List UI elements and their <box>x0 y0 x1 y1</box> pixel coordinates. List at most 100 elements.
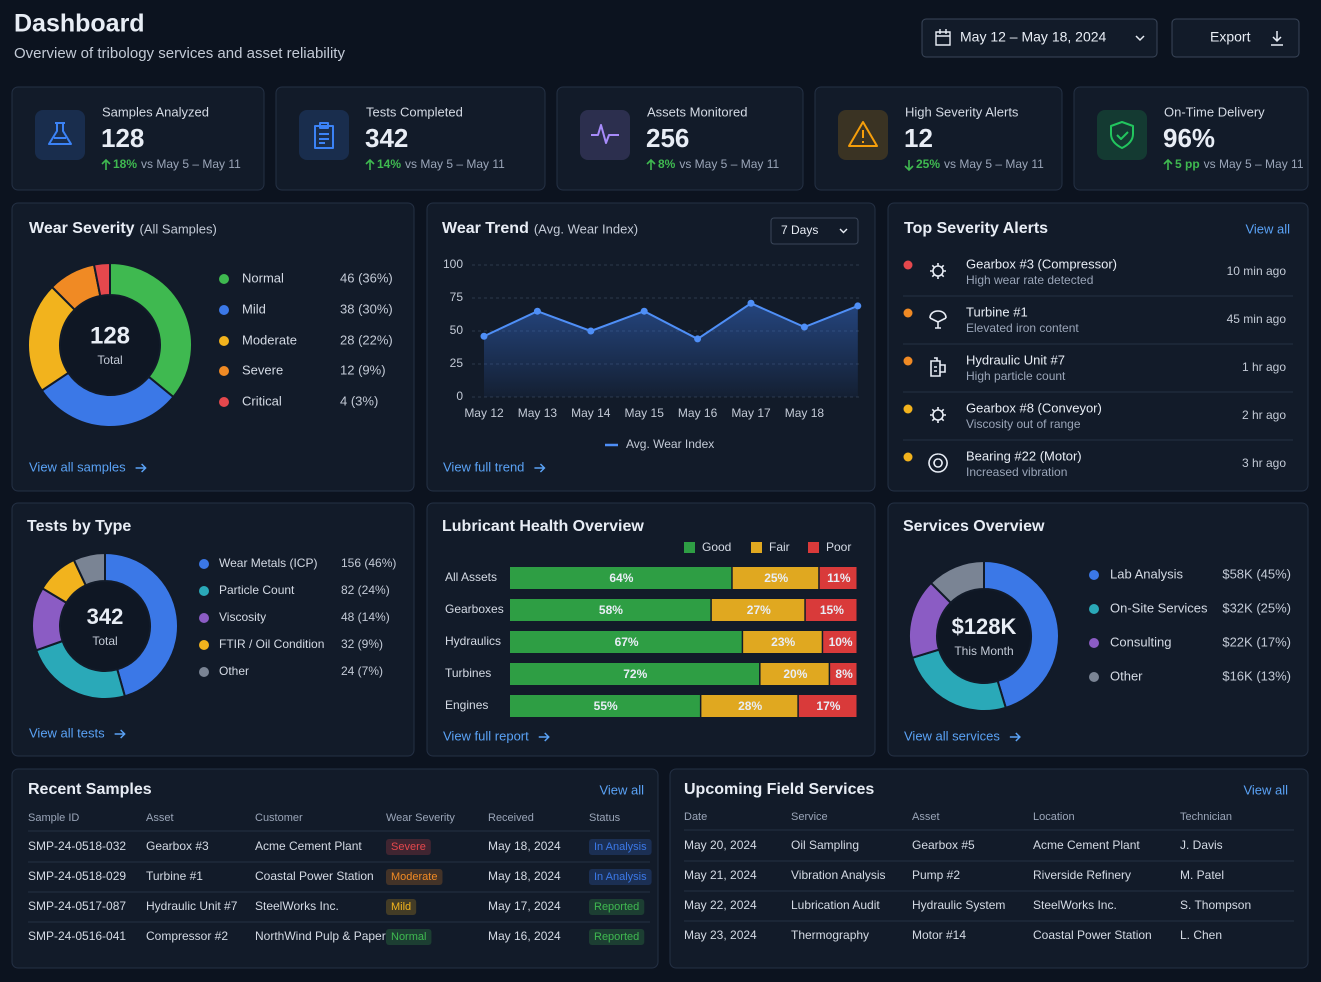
column-header: Asset <box>146 812 174 824</box>
link[interactable]: View full trend <box>443 459 524 474</box>
legend-marker <box>219 336 229 346</box>
legend-label: Viscosity <box>219 610 266 624</box>
link[interactable]: View all services <box>904 728 1000 743</box>
donut-segment <box>983 559 1060 710</box>
status-badge <box>386 869 443 885</box>
donut-total: 128 <box>90 322 130 349</box>
card-title: Tests by Type <box>27 518 131 535</box>
card <box>11 86 265 191</box>
legend-label: Severe <box>242 362 283 377</box>
table-cell: Riverside Refinery <box>1033 868 1131 882</box>
status-badge-text: Severe <box>391 841 426 853</box>
bar-label: 17% <box>816 699 840 713</box>
date-range[interactable]: May 12 – May 18, 2024 <box>960 29 1107 45</box>
legend-marker <box>199 586 209 596</box>
donut-total: $128K <box>952 614 1017 639</box>
link[interactable]: View all <box>1243 782 1288 797</box>
bar-segment <box>510 631 742 653</box>
kpi-icon-box <box>35 110 85 160</box>
category-label: Gearboxes <box>445 602 504 616</box>
bar-label: 20% <box>783 667 807 681</box>
table-cell: M. Patel <box>1180 868 1224 882</box>
table-cell: SteelWorks Inc. <box>1033 898 1117 912</box>
kpi-change: 18% <box>113 157 137 171</box>
kpi-icon <box>314 122 334 149</box>
table-cell: Acme Cement Plant <box>1033 838 1140 852</box>
card-title: Lubricant Health Overview <box>442 518 644 535</box>
status-badge-text: Normal <box>391 931 426 943</box>
link[interactable]: View all <box>1245 221 1290 236</box>
link-arrow[interactable] <box>114 729 126 739</box>
table-cell: Gearbox #3 <box>146 839 209 853</box>
bar-label: 72% <box>623 667 647 681</box>
table-cell: May 22, 2024 <box>684 898 757 912</box>
range-dropdown-label[interactable]: 7 Days <box>781 223 818 237</box>
legend-marker <box>199 640 209 650</box>
alert-time: 10 min ago <box>1227 264 1287 278</box>
donut-hole <box>61 296 159 394</box>
donut-segment <box>109 261 193 399</box>
status-badge <box>386 899 417 915</box>
link[interactable]: View all tests <box>29 725 105 740</box>
card-subtitle: (Avg. Wear Index) <box>534 221 638 236</box>
severity-dot <box>903 356 913 366</box>
legend-label: FTIR / Oil Condition <box>219 637 324 651</box>
bar-segment <box>819 567 857 589</box>
date-range-picker[interactable] <box>921 18 1158 58</box>
legend-marker <box>751 542 762 553</box>
card-title: Wear Severity <box>29 220 135 237</box>
point <box>800 323 808 331</box>
point <box>587 327 595 335</box>
donut-total-label: This Month <box>954 644 1013 658</box>
donut-segment <box>104 551 179 698</box>
link[interactable]: View all samples <box>29 459 126 474</box>
link-arrow[interactable] <box>135 463 147 473</box>
status-badge <box>386 839 431 855</box>
link-arrow[interactable] <box>534 463 546 473</box>
range-dropdown[interactable] <box>770 217 859 245</box>
alert-name: Bearing #22 (Motor) <box>966 448 1082 463</box>
x-tick-label: May 14 <box>571 406 611 420</box>
status-badge <box>589 899 645 915</box>
alert-name: Turbine #1 <box>966 304 1028 319</box>
kpi-comparison: vs May 5 – May 11 <box>1204 157 1304 171</box>
bar-segment <box>510 695 700 717</box>
legend-value: 82 (24%) <box>341 583 390 597</box>
bar-segment <box>510 567 732 589</box>
donut-hole <box>938 590 1030 682</box>
link-arrow[interactable] <box>1009 732 1021 742</box>
table-cell: Coastal Power Station <box>1033 928 1152 942</box>
category-label: All Assets <box>445 570 497 584</box>
table-cell: Oil Sampling <box>791 838 859 852</box>
link[interactable]: View all <box>599 782 644 797</box>
alert-name: Gearbox #3 (Compressor) <box>966 256 1117 271</box>
status-badge <box>386 929 432 945</box>
x-tick-label: May 16 <box>678 406 718 420</box>
y-tick-label: 75 <box>450 290 464 304</box>
table-cell: May 17, 2024 <box>488 899 561 913</box>
card <box>887 202 1309 492</box>
legend-label: Other <box>1110 668 1143 683</box>
severity-dot <box>903 404 913 414</box>
link[interactable]: View full report <box>443 728 529 743</box>
legend-marker <box>1089 638 1099 648</box>
legend-label: Good <box>702 540 731 554</box>
legend-marker <box>1089 604 1099 614</box>
card <box>1073 86 1309 191</box>
kpi-icon <box>848 121 878 147</box>
export-label[interactable]: Export <box>1210 29 1251 45</box>
table-cell: J. Davis <box>1180 838 1223 852</box>
legend-marker <box>219 366 229 376</box>
alert-detail: Increased vibration <box>966 465 1067 479</box>
link-arrow[interactable] <box>538 732 550 742</box>
legend-value: 38 (30%) <box>340 301 393 316</box>
export-button[interactable] <box>1171 18 1300 58</box>
kpi-icon <box>1110 121 1134 149</box>
column-header: Sample ID <box>28 812 79 824</box>
alert-name: Hydraulic Unit #7 <box>966 352 1065 367</box>
download-icon <box>1271 31 1283 46</box>
legend-value: $16K (13%) <box>1222 668 1291 683</box>
status-badge-text: In Analysis <box>594 871 647 883</box>
table-cell: May 18, 2024 <box>488 839 561 853</box>
